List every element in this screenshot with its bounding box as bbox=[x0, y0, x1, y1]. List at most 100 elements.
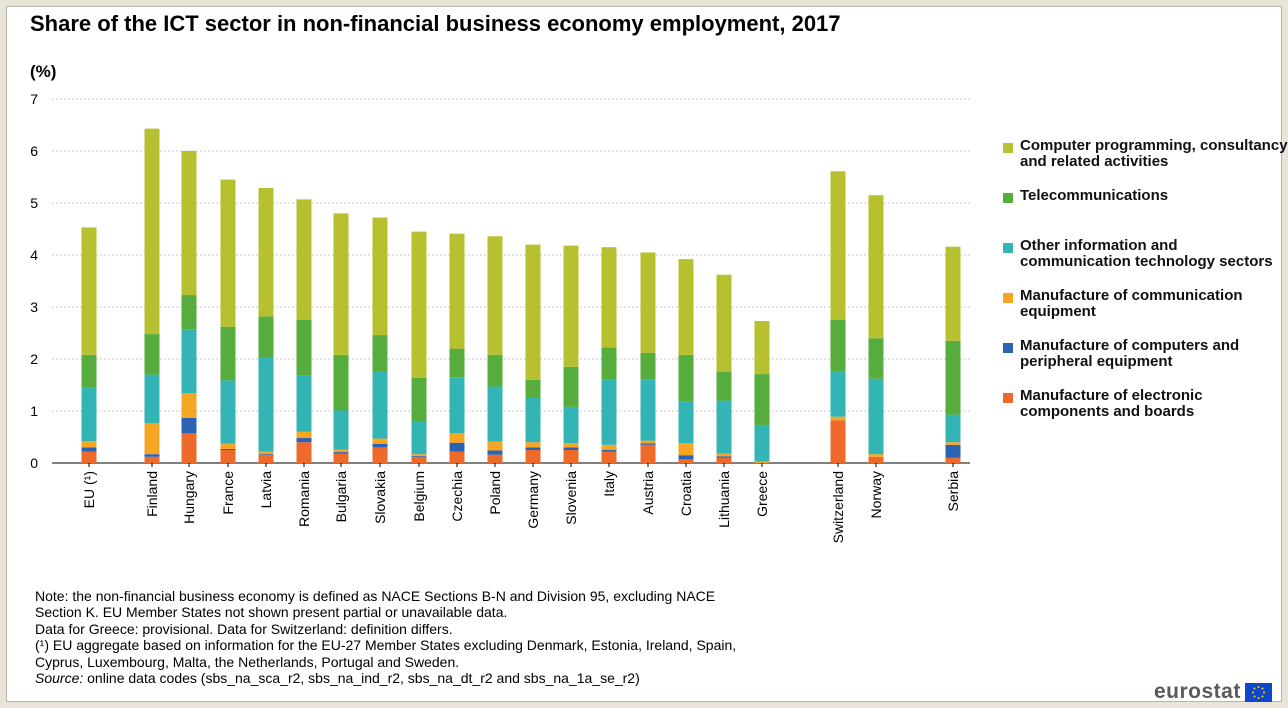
bar-segment bbox=[372, 370, 388, 439]
chart-title: Share of the ICT sector in non-financial… bbox=[30, 11, 841, 36]
y-tick-label: 2 bbox=[30, 351, 38, 367]
bar-segment bbox=[220, 380, 236, 444]
unit-label: (%) bbox=[30, 62, 57, 81]
bar-segment bbox=[525, 447, 541, 450]
bar-segment bbox=[372, 217, 388, 336]
legend-swatch bbox=[1003, 193, 1013, 203]
bar-segment bbox=[830, 171, 846, 320]
bar-segment bbox=[449, 433, 465, 443]
legend-label: Manufacture of electronic components and… bbox=[1020, 387, 1203, 420]
bar-segment bbox=[411, 421, 427, 455]
logo-text: eurostat bbox=[1154, 680, 1241, 703]
bar-segment bbox=[754, 425, 770, 462]
bar-segment bbox=[333, 354, 349, 411]
bar-segment bbox=[258, 454, 274, 456]
bar-segment bbox=[640, 352, 656, 380]
bar-segment bbox=[716, 457, 732, 463]
bar-segment bbox=[181, 329, 197, 394]
bar-segment bbox=[411, 377, 427, 422]
note-line: Cyprus, Luxembourg, Malta, the Netherlan… bbox=[35, 653, 460, 670]
bar-segment bbox=[487, 450, 503, 455]
bar-segment bbox=[220, 448, 236, 450]
x-tick-label: Finland bbox=[144, 471, 160, 517]
legend-label: Manufacture of computers and peripheral … bbox=[1020, 337, 1240, 370]
bar-segment bbox=[372, 447, 388, 463]
bar-segment bbox=[945, 442, 961, 445]
bar-segment bbox=[144, 334, 160, 375]
bar-segment bbox=[144, 422, 160, 455]
bar-segment bbox=[868, 195, 884, 339]
bar-segment bbox=[258, 357, 274, 452]
bar-segment bbox=[296, 375, 312, 432]
bar-segment bbox=[601, 450, 617, 452]
bar-segment bbox=[678, 259, 694, 355]
x-tick-label: Belgium bbox=[411, 471, 427, 522]
bar-segment bbox=[601, 247, 617, 348]
bar-segment bbox=[678, 354, 694, 402]
bar-segment bbox=[144, 454, 160, 457]
note-line: Note: the non-financial business economy… bbox=[35, 588, 716, 604]
bar-segment bbox=[449, 377, 465, 434]
y-tick-label: 7 bbox=[30, 91, 38, 107]
y-tick-label: 3 bbox=[30, 299, 38, 315]
x-tick-label: Latvia bbox=[258, 471, 274, 509]
bar-segment bbox=[449, 451, 465, 463]
bar-segment bbox=[868, 454, 884, 457]
bar-segment bbox=[830, 416, 846, 421]
bar-segment bbox=[945, 444, 961, 458]
bar-segment bbox=[868, 456, 884, 463]
bar-segment bbox=[945, 246, 961, 341]
bar-segment bbox=[296, 438, 312, 443]
bar-segment bbox=[144, 128, 160, 335]
bar-segment bbox=[868, 338, 884, 379]
bar-segment bbox=[81, 451, 97, 463]
bar-segment bbox=[640, 444, 656, 463]
y-tick-label: 5 bbox=[30, 195, 38, 211]
bar-segment bbox=[563, 450, 579, 463]
bar-segment bbox=[144, 456, 160, 463]
bar-segment bbox=[563, 406, 579, 444]
bar-segment bbox=[181, 295, 197, 330]
bar-segment bbox=[525, 450, 541, 463]
bar-segment bbox=[333, 410, 349, 450]
bar-segment bbox=[563, 443, 579, 448]
y-tick-label: 1 bbox=[30, 403, 38, 419]
bar-segment bbox=[563, 447, 579, 450]
bar-segment bbox=[372, 438, 388, 444]
x-tick-label: EU (¹) bbox=[81, 471, 97, 508]
bar-segment bbox=[716, 274, 732, 372]
x-tick-label: Slovakia bbox=[372, 471, 388, 524]
y-tick-label: 6 bbox=[30, 143, 38, 159]
x-tick-label: Slovenia bbox=[563, 471, 579, 525]
x-tick-label: France bbox=[220, 471, 236, 515]
bar-segment bbox=[220, 179, 236, 327]
bar-segment bbox=[945, 414, 961, 443]
bar-segment bbox=[181, 417, 197, 434]
source-line: Source: online data codes (sbs_na_sca_r2… bbox=[35, 670, 1135, 686]
bar-segment bbox=[678, 459, 694, 463]
bar-segment bbox=[333, 213, 349, 355]
bar-segment bbox=[372, 335, 388, 371]
x-tick-label: Hungary bbox=[181, 471, 197, 524]
legend-label: Computer programming, consultancy and re… bbox=[1020, 137, 1288, 170]
bar-segment bbox=[601, 444, 617, 450]
bar-segment bbox=[640, 440, 656, 444]
bar-segment bbox=[754, 374, 770, 426]
legend-swatch bbox=[1003, 393, 1013, 403]
x-tick-label: Romania bbox=[296, 471, 312, 527]
legend-swatch bbox=[1003, 343, 1013, 353]
bar-segment bbox=[220, 450, 236, 463]
bar-segment bbox=[258, 455, 274, 463]
bar-segment bbox=[678, 443, 694, 456]
legend-swatch bbox=[1003, 143, 1013, 153]
legend-label: Manufacture of communication equipment bbox=[1020, 287, 1243, 320]
bar-segment bbox=[563, 366, 579, 407]
bar-segment bbox=[601, 379, 617, 445]
bar-segment bbox=[333, 453, 349, 463]
bar-segment bbox=[333, 449, 349, 453]
bar-segment bbox=[81, 441, 97, 448]
legend-label: Telecommunications bbox=[1020, 187, 1169, 204]
source-text: online data codes (sbs_na_sca_r2, sbs_na… bbox=[83, 670, 640, 687]
note-line: Data for Greece: provisional. Data for S… bbox=[35, 620, 453, 637]
bar-segment bbox=[296, 320, 312, 376]
